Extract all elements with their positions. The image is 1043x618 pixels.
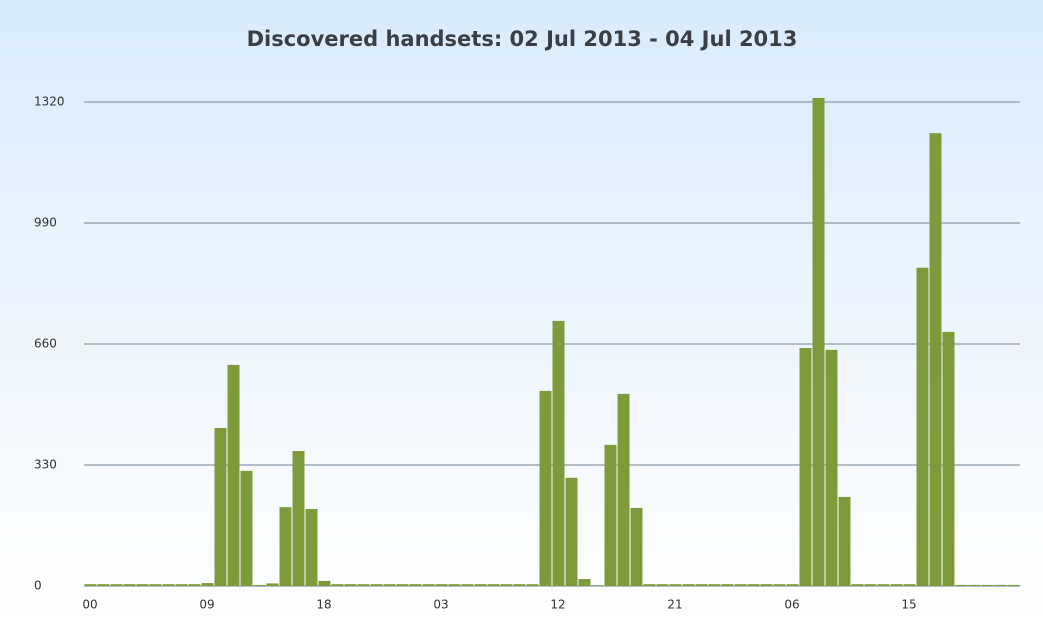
bar: [513, 584, 526, 586]
bar: [825, 349, 838, 586]
bar: [890, 584, 903, 586]
bar: [734, 584, 747, 586]
x-tick-label: 15: [901, 598, 916, 612]
x-tick-label: 03: [433, 598, 448, 612]
bar: [162, 584, 175, 586]
bar: [188, 584, 201, 586]
bar: [123, 584, 136, 586]
bar: [214, 427, 227, 586]
bar: [760, 584, 773, 586]
bar: [318, 580, 331, 586]
bar: [656, 584, 669, 586]
bar: [500, 584, 513, 586]
bar: [487, 584, 500, 586]
bar: [526, 584, 539, 586]
y-tick-label: 990: [34, 216, 57, 230]
bar: [812, 97, 825, 586]
bar: [97, 584, 110, 586]
bar: [370, 584, 383, 586]
bar: [617, 393, 630, 586]
x-tick-label: 06: [784, 598, 799, 612]
bar: [357, 584, 370, 586]
bar: [422, 584, 435, 586]
bar: [474, 584, 487, 586]
x-tick-label: 21: [667, 598, 682, 612]
bar: [799, 348, 812, 586]
bar: [461, 584, 474, 586]
bar: [136, 584, 149, 586]
bar: [383, 584, 396, 586]
bar: [539, 390, 552, 586]
y-tick-label: 660: [34, 337, 57, 351]
bar: [266, 583, 279, 586]
bar: [279, 507, 292, 586]
x-tick-label: 09: [199, 598, 214, 612]
bar: [708, 584, 721, 586]
bar: [669, 584, 682, 586]
x-tick-label: 00: [82, 598, 97, 612]
bar: [916, 267, 929, 586]
bar: [435, 584, 448, 586]
bar: [292, 451, 305, 586]
bar: [773, 584, 786, 586]
bar: [903, 584, 916, 586]
bar: [84, 584, 97, 586]
bar: [591, 585, 604, 586]
y-tick-label: 0: [34, 579, 42, 593]
bar: [877, 584, 890, 586]
bar: [747, 584, 760, 586]
bar: [721, 584, 734, 586]
bar: [994, 584, 1007, 586]
bar: [110, 584, 123, 586]
bar: [1007, 584, 1020, 586]
bar: [682, 584, 695, 586]
bar: [240, 470, 253, 586]
bar: [448, 584, 461, 586]
y-tick-label: 1320: [34, 95, 65, 109]
bar: [838, 496, 851, 586]
bar: [929, 133, 942, 586]
bar: [552, 320, 565, 586]
y-tick-label: 330: [34, 458, 57, 472]
bar: [786, 584, 799, 586]
x-tick-label: 12: [550, 598, 565, 612]
bar: [942, 331, 955, 586]
bar: [864, 584, 877, 586]
bar: [851, 584, 864, 586]
bar: [305, 509, 318, 586]
x-tick-label: 18: [316, 598, 331, 612]
bar: [578, 579, 591, 586]
bar: [643, 584, 656, 586]
bar: [227, 364, 240, 586]
bar: [630, 507, 643, 586]
bar: [253, 584, 266, 586]
bar: [201, 583, 214, 586]
bar: [175, 584, 188, 586]
chart-title: Discovered handsets: 02 Jul 2013 - 04 Ju…: [247, 27, 798, 51]
bar: [955, 584, 968, 586]
bar: [344, 584, 357, 586]
bar: [149, 584, 162, 586]
bar: [409, 584, 422, 586]
bar: [695, 584, 708, 586]
bar: [981, 584, 994, 586]
bar: [396, 584, 409, 586]
bar: [331, 584, 344, 586]
bar: [565, 477, 578, 586]
bar: [968, 584, 981, 586]
bar: [604, 444, 617, 586]
